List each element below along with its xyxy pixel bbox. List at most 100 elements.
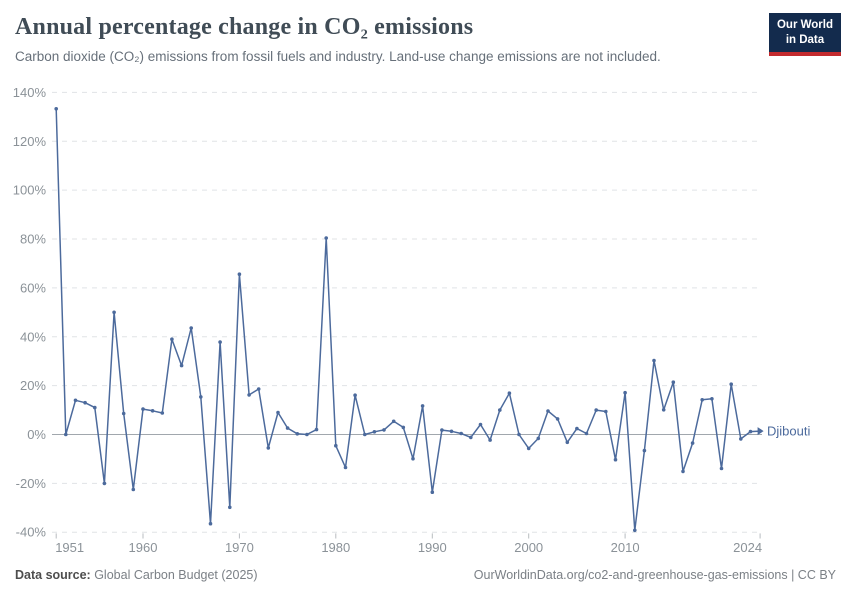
data-point: [247, 393, 251, 397]
data-point: [411, 456, 415, 461]
data-point: [710, 397, 714, 401]
data-point: [690, 441, 695, 445]
data-point: [256, 387, 261, 391]
data-point: [353, 393, 357, 398]
data-point: [73, 398, 78, 403]
y-axis-label: -20%: [16, 476, 47, 491]
y-axis-label: 20%: [20, 378, 46, 393]
data-point: [517, 432, 521, 437]
data-point: [594, 408, 598, 412]
data-point: [93, 405, 97, 410]
data-point: [189, 326, 193, 330]
data-source-value: Global Carbon Budget (2025): [90, 568, 258, 582]
data-point: [488, 438, 492, 442]
page-title: Annual percentage change in CO₂ emission…: [15, 14, 474, 40]
data-point: [112, 310, 116, 315]
djibouti-line: [55, 108, 761, 532]
data-source-label: Data source:: [15, 568, 91, 582]
data-point: [565, 440, 570, 445]
data-point: [228, 505, 232, 510]
data-point: [633, 528, 637, 533]
data-point: [150, 409, 155, 413]
x-axis-label: 2024: [733, 540, 762, 555]
data-point: [343, 465, 348, 470]
data-point: [642, 448, 647, 453]
data-point: [363, 432, 367, 437]
data-point: [54, 107, 58, 111]
data-point: [507, 391, 512, 396]
data-point: [671, 380, 676, 385]
data-point: [372, 430, 377, 434]
data-point: [285, 426, 290, 430]
x-axis-label: 1960: [129, 540, 158, 555]
data-point: [276, 410, 280, 415]
y-axis-label: 60%: [20, 280, 46, 295]
data-point: [652, 358, 656, 363]
data-point: [498, 408, 502, 412]
y-axis-label: -40%: [16, 525, 47, 540]
y-axis-label: 100%: [13, 183, 47, 198]
y-axis-label: 80%: [20, 232, 46, 247]
y-axis-label: 0%: [27, 427, 46, 442]
data-point: [613, 457, 618, 462]
data-point: [719, 466, 724, 471]
data-point: [536, 436, 541, 441]
data-point: [382, 428, 386, 432]
owid-logo-line1: Our World: [776, 19, 833, 31]
data-point: [401, 425, 406, 430]
data-point: [324, 236, 329, 240]
x-axis-label: 1990: [418, 540, 447, 555]
data-point: [83, 400, 87, 405]
y-axis-label: 40%: [20, 329, 46, 344]
data-point: [681, 469, 685, 474]
footer-link[interactable]: OurWorldinData.org/co2-and-greenhouse-ga…: [473, 568, 836, 582]
data-point: [440, 428, 444, 432]
data-point: [121, 411, 126, 416]
data-point: [102, 481, 107, 486]
chart-subtitle: Carbon dioxide (CO₂) emissions from foss…: [15, 49, 661, 64]
data-point: [266, 446, 271, 450]
x-axis-label: 1970: [225, 540, 254, 555]
data-point: [623, 390, 627, 395]
data-point: [449, 429, 454, 434]
owid-logo-line2: in Data: [785, 33, 825, 46]
data-point: [661, 408, 666, 412]
data-point: [526, 446, 531, 451]
data-point: [64, 432, 68, 437]
data-point: [208, 521, 213, 526]
x-axis-label: 2010: [611, 540, 640, 555]
line-end-arrow-icon: [757, 427, 764, 436]
data-point: [729, 382, 733, 387]
data-point: [160, 411, 165, 415]
x-axis-label: 1951: [55, 540, 84, 555]
data-point: [179, 363, 184, 368]
data-point: [334, 443, 338, 448]
data-point: [469, 435, 473, 440]
series-label: Djibouti: [767, 424, 810, 439]
data-point: [295, 432, 300, 436]
data-point: [141, 407, 145, 411]
data-point: [584, 431, 589, 436]
data-point: [170, 337, 174, 342]
data-point: [237, 272, 242, 277]
data-point: [575, 426, 579, 431]
data-point: [131, 487, 136, 492]
data-point: [700, 398, 704, 402]
data-point: [430, 490, 435, 495]
data-point: [314, 427, 319, 432]
data-point: [199, 395, 203, 399]
data-point: [478, 422, 483, 427]
owid-logo: Our World in Data: [768, 13, 841, 56]
data-point: [305, 432, 309, 437]
data-point: [391, 419, 396, 424]
data-point: [546, 409, 550, 413]
x-axis-label: 2000: [514, 540, 543, 555]
data-source: Data source: Global Carbon Budget (2025): [15, 568, 258, 582]
y-axis-label: 140%: [13, 85, 47, 100]
data-point: [555, 417, 560, 421]
data-point: [218, 340, 222, 344]
data-point: [459, 431, 464, 436]
x-axis-label: 1980: [321, 540, 350, 555]
